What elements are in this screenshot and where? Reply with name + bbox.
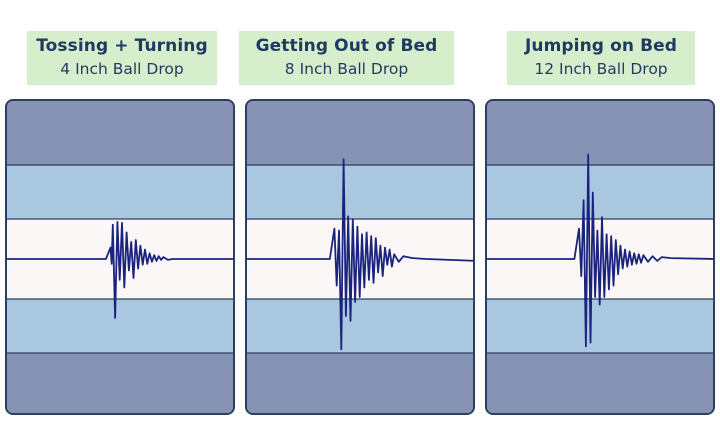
panel-title: Getting Out of Bed — [255, 36, 438, 56]
inner-band-top — [247, 165, 473, 219]
inner-band-bottom — [247, 299, 473, 353]
inner-band-bottom — [487, 299, 713, 353]
vibration-trace — [487, 153, 713, 348]
vibration-chart-card — [245, 99, 475, 415]
panel-label: Tossing + Turning 4 Inch Ball Drop — [27, 31, 217, 85]
panel-jumping-on-bed: Jumping on Bed 12 Inch Ball Drop — [485, 0, 719, 437]
panel-subtitle: 12 Inch Ball Drop — [534, 60, 668, 78]
panel-subtitle: 4 Inch Ball Drop — [60, 60, 184, 78]
vibration-chart — [7, 101, 233, 413]
vibration-trace — [247, 158, 473, 351]
outer-band-bottom — [7, 353, 233, 413]
vibration-trace — [7, 221, 233, 319]
outer-band-top — [487, 101, 713, 165]
outer-band-bottom — [247, 353, 473, 413]
outer-band-bottom — [487, 353, 713, 413]
panel-title: Tossing + Turning — [36, 36, 208, 56]
outer-band-top — [247, 101, 473, 165]
vibration-chart-card — [485, 99, 715, 415]
vibration-chart — [247, 101, 473, 413]
inner-band-top — [7, 165, 233, 219]
outer-band-top — [7, 101, 233, 165]
panel-label: Getting Out of Bed 8 Inch Ball Drop — [239, 31, 454, 85]
panel-subtitle: 8 Inch Ball Drop — [284, 60, 409, 78]
panel-title: Jumping on Bed — [524, 36, 678, 56]
inner-band-top — [487, 165, 713, 219]
panel-tossing-turning: Tossing + Turning 4 Inch Ball Drop — [5, 0, 239, 437]
inner-band-bottom — [7, 299, 233, 353]
vibration-chart-card — [5, 99, 235, 415]
panel-label: Jumping on Bed 12 Inch Ball Drop — [507, 31, 695, 85]
vibration-chart — [487, 101, 713, 413]
panel-getting-out-of-bed: Getting Out of Bed 8 Inch Ball Drop — [239, 0, 479, 437]
